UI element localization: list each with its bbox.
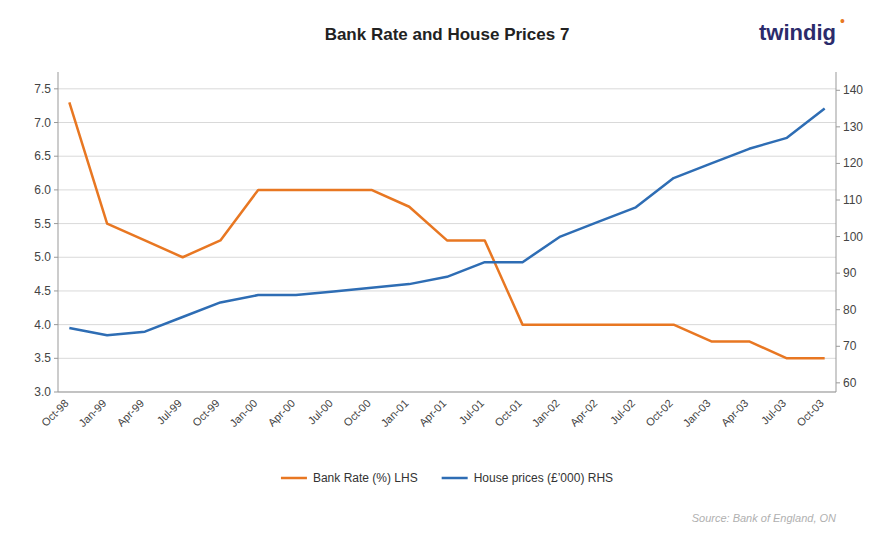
plot-area <box>69 102 824 358</box>
x-tick-label: Apr-99 <box>114 397 146 429</box>
y-tick-label: 3.5 <box>34 351 51 365</box>
y2-tick-label: 120 <box>843 156 863 170</box>
legend-item: House prices (£’000) RHS <box>442 471 613 485</box>
y2-tick-label: 60 <box>843 376 857 390</box>
series-line <box>69 109 824 336</box>
x-tick-label: Oct-01 <box>492 397 524 429</box>
logo-text: twindig <box>759 20 836 45</box>
title: Bank Rate and House Prices 7 <box>325 25 570 44</box>
y-tick <box>54 392 58 393</box>
y2-tick <box>836 273 840 274</box>
x-tick-label: Oct-98 <box>39 397 71 429</box>
grid-line <box>58 290 836 291</box>
y2-tick-label: 100 <box>843 230 863 244</box>
x-tick-label: Jan-03 <box>681 397 713 429</box>
chart: 3.0 3.5 4.0 4.5 5.0 5.5 6.0 6.5 7.0 7.5 60 70 80 90 10… <box>0 0 896 549</box>
x-tick-label: Jul-03 <box>759 397 789 427</box>
x-tick-label: Jan-02 <box>529 397 561 429</box>
background <box>0 0 896 549</box>
x-tick-label: Apr-01 <box>417 397 449 429</box>
grid-line <box>58 156 836 157</box>
y-tick <box>54 189 58 190</box>
y-tick-label: 7.0 <box>34 116 51 130</box>
grid-line <box>58 392 836 393</box>
x-axis-line <box>58 392 836 393</box>
y2-tick-label: 140 <box>843 83 863 97</box>
x-tick-label: Oct-00 <box>341 397 373 429</box>
x-tick-label: Jul-02 <box>608 397 638 427</box>
grid-line <box>58 189 836 190</box>
grid-line <box>58 88 836 89</box>
grid-line <box>58 223 836 224</box>
x-tick-label: Jan-99 <box>76 397 108 429</box>
x-tick-label: Apr-03 <box>719 397 751 429</box>
x-tick-label: Jul-01 <box>457 397 487 427</box>
x-tick-label: Apr-02 <box>568 397 600 429</box>
x-tick-label: Jul-99 <box>154 397 184 427</box>
x-tick-label: Oct-02 <box>643 397 675 429</box>
grid-line <box>58 358 836 359</box>
y2-tick <box>836 382 840 383</box>
y-tick-label: 6.0 <box>34 183 51 197</box>
legend: Bank Rate (%) LHS House prices (£’000) RH… <box>281 471 613 485</box>
legend-label: House prices (£’000) RHS <box>474 471 613 485</box>
x-tick-label: Jan-01 <box>378 397 410 429</box>
y2-tick <box>836 346 840 347</box>
y2-tick <box>836 126 840 127</box>
y-tick-label: 5.0 <box>34 250 51 264</box>
x-tick-label: Jul-00 <box>305 397 335 427</box>
grid-line <box>58 122 836 123</box>
y-tick-label: 5.5 <box>34 217 51 231</box>
grid-line <box>58 324 836 325</box>
y-tick <box>54 156 58 157</box>
y-tick <box>54 88 58 89</box>
y2-tick-label: 130 <box>843 120 863 134</box>
y2-tick <box>836 309 840 310</box>
y2-tick-label: 110 <box>843 193 862 207</box>
series-line <box>69 102 824 358</box>
legend-label: Bank Rate (%) LHS <box>313 471 418 485</box>
y2-tick-label: 90 <box>843 266 857 280</box>
axes: 3.0 3.5 4.0 4.5 5.0 5.5 6.0 6.5 7.0 7.5 60 70 80 90 10… <box>34 72 863 429</box>
y-tick-label: 4.0 <box>34 318 51 332</box>
y2-tick-label: 70 <box>843 339 857 353</box>
y2-tick <box>836 236 840 237</box>
logo-dot: • <box>840 13 845 29</box>
y2-tick-label: 80 <box>843 303 857 317</box>
y-tick <box>54 324 58 325</box>
x-tick-label: Oct-99 <box>190 397 222 429</box>
legend-swatch <box>442 477 468 480</box>
y-tick <box>54 290 58 291</box>
x-tick-label: Oct-03 <box>794 397 826 429</box>
y-tick-label: 6.5 <box>34 149 51 163</box>
y-tick-label: 4.5 <box>34 284 51 298</box>
legend-swatch <box>281 477 307 480</box>
y-tick <box>54 223 58 224</box>
y-tick <box>54 122 58 123</box>
x-tick-label: Apr-00 <box>266 397 298 429</box>
y-axis-line <box>58 72 59 392</box>
y-tick-label: 7.5 <box>34 82 51 96</box>
x-tick-label: Jan-00 <box>227 397 259 429</box>
y2-axis-line <box>836 72 837 392</box>
y2-tick <box>836 200 840 201</box>
y2-tick <box>836 90 840 91</box>
source-text: Source: Bank of England, ON <box>692 512 836 524</box>
grid-line <box>58 257 836 258</box>
y-tick <box>54 358 58 359</box>
grid <box>58 89 836 392</box>
y-tick <box>54 257 58 258</box>
y2-tick <box>836 163 840 164</box>
y-tick-label: 3.0 <box>34 385 51 399</box>
legend-item: Bank Rate (%) LHS <box>281 471 418 485</box>
